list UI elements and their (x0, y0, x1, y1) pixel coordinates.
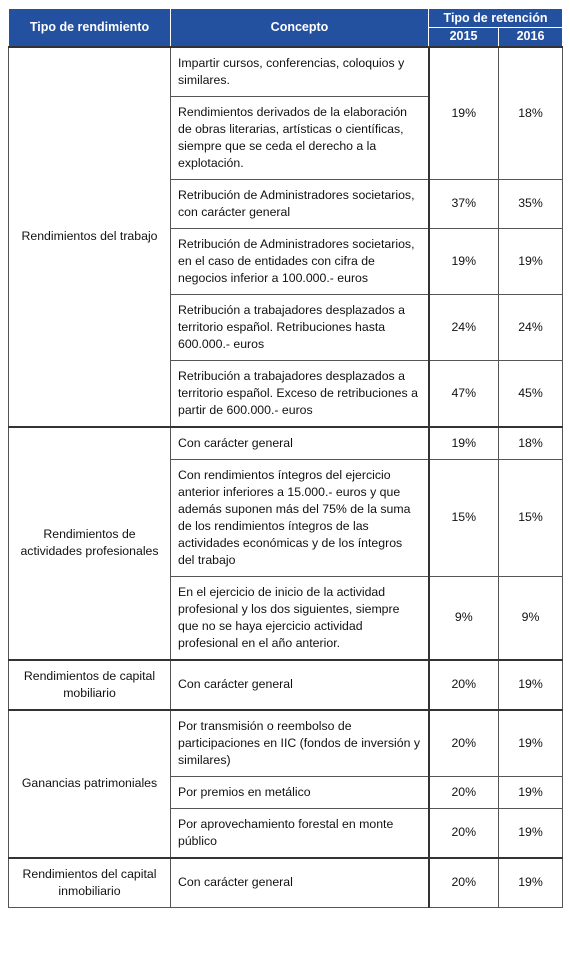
rate-2016: 15% (497, 458, 564, 577)
rate-2016: 19% (497, 708, 564, 777)
header-retencion: Tipo de retención (427, 8, 564, 28)
rate-2016: 35% (497, 178, 564, 229)
table-row: Rendimientos derivados de la elaboración… (9, 95, 563, 180)
table-row: Rendimientos del trabajo Impartir cursos,… (8, 45, 564, 427)
concepto-cell: Con carácter general (170, 425, 429, 460)
table-row: Retribución de Administradores societari… (9, 178, 564, 229)
rate-2015: 9% (427, 575, 499, 660)
rate-2015: 20% (427, 658, 499, 710)
concepto-cell: Retribución a trabajadores desplazados a… (170, 359, 429, 427)
tipo-cell: Ganancias patrimoniales (8, 708, 171, 858)
table-row: Retribución de Administradores societari… (9, 227, 564, 295)
concepto-cell: Con carácter general (170, 856, 429, 908)
concepto-cell: Con carácter general (170, 658, 429, 710)
concepto-cell: Retribución de Administradores societari… (170, 227, 429, 295)
table-body: Rendimientos del trabajo Impartir cursos,… (8, 45, 564, 908)
concepto-cell: Rendimientos derivados de la elaboración… (170, 95, 429, 180)
rate-2016: 45% (497, 359, 564, 427)
tipo-cell: Rendimientos del trabajo (8, 45, 171, 427)
tipo-cell: Rendimientos de actividades profesionale… (8, 425, 171, 660)
rate-2016: 19% (497, 658, 564, 710)
concepto-cell: Impartir cursos, conferencias, coloquios… (170, 45, 429, 97)
rate-2015: 37% (427, 178, 499, 229)
header-year: 2016 (497, 27, 564, 47)
table-row: Por premios en metálico 20% 19% (9, 775, 564, 809)
concepto-cell: Por transmisión o reembolso de participa… (170, 708, 429, 777)
rate-2016: 19% (497, 856, 564, 908)
rate-2016: 19% (497, 775, 564, 809)
retention-table: Tipo de rendimiento Concepto Tipo de ret… (8, 8, 564, 908)
rate-2016: 18% (497, 45, 564, 180)
concepto-cell: Retribución a trabajadores desplazados a… (170, 293, 429, 361)
concepto-cell: Por premios en metálico (170, 775, 429, 809)
tipo-cell: Rendimientos del capital inmobiliario (8, 856, 171, 908)
table-row: Con rendimientos íntegros del ejercicio … (9, 458, 564, 577)
rate-2015: 20% (427, 775, 499, 809)
concepto-cell: Por aprovechamiento forestal en monte pú… (170, 807, 429, 858)
rate-2015: 20% (427, 708, 499, 777)
concepto-cell: En el ejercicio de inicio de la activida… (170, 575, 429, 660)
table-row: Rendimientos de actividades profesionale… (8, 425, 564, 660)
rate-2015: 47% (427, 359, 499, 427)
rate-2015: 15% (427, 458, 499, 577)
concepto-cell: Retribución de Administradores societari… (170, 178, 429, 229)
rate-2016: 19% (497, 227, 564, 295)
rate-2016: 24% (497, 293, 564, 361)
header-tipo: Tipo de rendimiento (8, 8, 171, 47)
concepto-cell: Con rendimientos íntegros del ejercicio … (170, 458, 429, 577)
rate-2015: 20% (427, 856, 499, 908)
tipo-cell: Rendimientos de capital mobiliario (8, 658, 171, 710)
rate-2016: 18% (497, 425, 564, 460)
table-row: Ganancias patrimoniales Por transmisión o… (8, 708, 564, 858)
rate-2016: 19% (497, 807, 564, 858)
rate-2015: 19% (427, 425, 499, 460)
rate-2015: 20% (427, 807, 499, 858)
rate-2016: 9% (497, 575, 564, 660)
table-row: Rendimientos del capital inmobiliario Con… (8, 856, 564, 908)
header-year: 2015 (428, 27, 499, 47)
rate-2015: 24% (427, 293, 499, 361)
header-concepto: Concepto (170, 8, 429, 47)
rate-2015: 19% (427, 227, 499, 295)
table-row: En el ejercicio de inicio de la activida… (9, 575, 564, 660)
table-row: Retribución a trabajadores desplazados a… (9, 293, 564, 361)
table-row: Por aprovechamiento forestal en monte pú… (9, 807, 564, 858)
table-row: Rendimientos de capital mobiliario Con ca… (8, 658, 564, 710)
rate-2015: 19% (427, 45, 499, 180)
